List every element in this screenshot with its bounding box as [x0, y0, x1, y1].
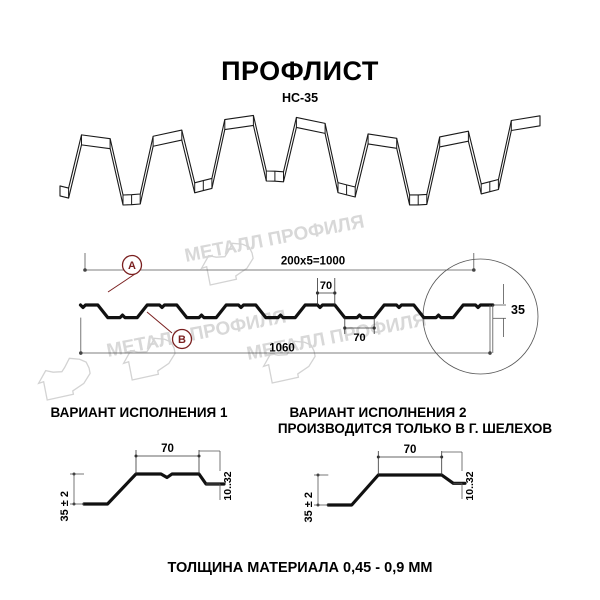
svg-text:10..32: 10..32: [464, 471, 476, 500]
svg-text:35: 35: [511, 303, 525, 317]
svg-text:35 ± 2: 35 ± 2: [303, 492, 315, 523]
svg-text:1060: 1060: [269, 343, 295, 355]
svg-text:ВАРИАНТ ИСПОЛНЕНИЯ 2: ВАРИАНТ ИСПОЛНЕНИЯ 2: [290, 405, 467, 420]
svg-text:ВАРИАНТ ИСПОЛНЕНИЯ 1: ВАРИАНТ ИСПОЛНЕНИЯ 1: [51, 405, 228, 420]
svg-text:70: 70: [320, 280, 332, 292]
svg-text:НС-35: НС-35: [282, 91, 318, 105]
svg-text:B: B: [178, 334, 186, 346]
svg-text:ТОЛЩИНА МАТЕРИАЛА 0,45 - 0,9 М: ТОЛЩИНА МАТЕРИАЛА 0,45 - 0,9 ММ: [168, 560, 433, 576]
svg-text:70: 70: [161, 443, 174, 455]
svg-text:ПРОФЛИСТ: ПРОФЛИСТ: [221, 56, 379, 86]
svg-text:10..32: 10..32: [222, 471, 234, 500]
svg-text:ПРОИЗВОДИТСЯ ТОЛЬКО В Г. ШЕЛЕХ: ПРОИЗВОДИТСЯ ТОЛЬКО В Г. ШЕЛЕХОВ: [278, 421, 553, 436]
svg-text:35 ± 2: 35 ± 2: [59, 491, 71, 522]
svg-text:70: 70: [404, 444, 417, 456]
svg-text:A: A: [128, 260, 136, 272]
svg-text:70: 70: [353, 332, 365, 344]
svg-text:200x5=1000: 200x5=1000: [281, 256, 345, 268]
